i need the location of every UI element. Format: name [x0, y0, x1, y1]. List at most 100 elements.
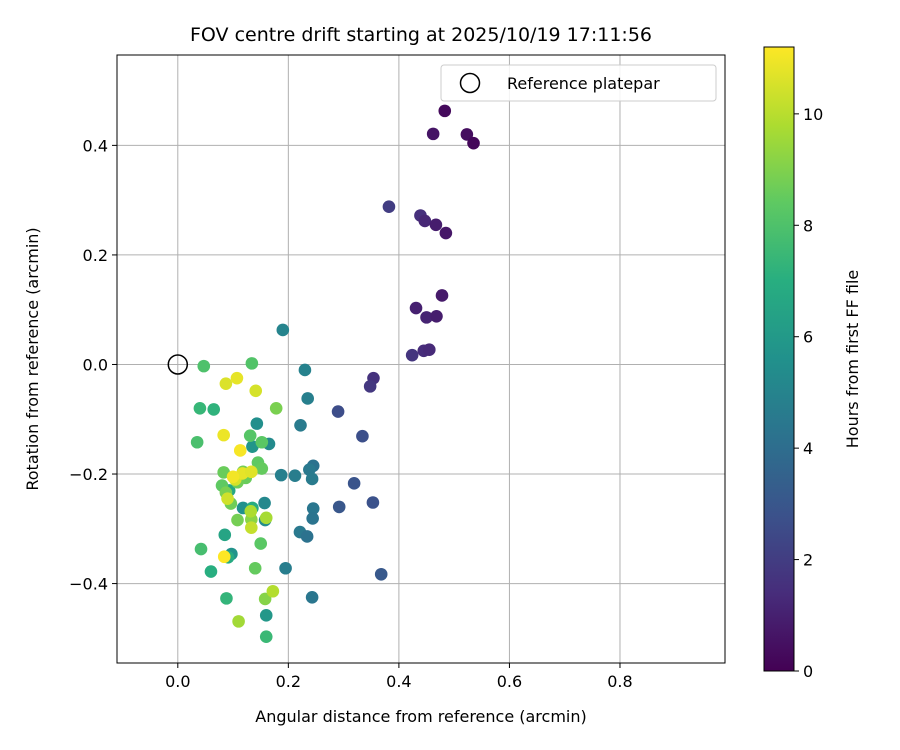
scatter-point: [274, 468, 288, 482]
scatter-point: [232, 615, 245, 628]
colorbar-label: Hours from first FF file: [843, 270, 862, 449]
scatter-point: [258, 592, 272, 606]
scatter-point: [255, 435, 269, 449]
legend-label: Reference platepar: [507, 74, 660, 93]
scatter-point: [255, 462, 269, 475]
colorbar-tick-label: 4: [803, 439, 813, 458]
scatter-point: [300, 530, 314, 543]
scatter-point: [207, 403, 221, 416]
scatter-point: [435, 289, 449, 302]
scatter-point: [276, 323, 290, 337]
colorbar-tick-label: 2: [803, 551, 813, 570]
x-axis-ticks: 0.0 0.2 0.4 0.6 0.8: [165, 663, 633, 691]
scatter-point: [258, 496, 271, 510]
scatter-point: [422, 343, 436, 356]
scatter-point: [347, 477, 361, 490]
colorbar-tick-label: 6: [803, 328, 813, 347]
scatter-point: [217, 428, 230, 442]
scatter-point: [259, 511, 273, 525]
y-axis-ticks: −0.4 −0.2 0.0 0.2 0.4: [69, 136, 117, 594]
scatter-point: [218, 528, 232, 542]
scatter-point: [217, 466, 230, 479]
scatter-point: [259, 609, 273, 622]
x-tick-label: 0.8: [607, 672, 632, 691]
reference-platepar-marker: [167, 354, 189, 375]
scatter-point: [418, 214, 432, 228]
scatter-points: [190, 104, 480, 644]
grid: [117, 55, 725, 663]
legend-box: [440, 64, 717, 102]
scatter-point: [301, 392, 314, 405]
scatter-point: [426, 127, 440, 141]
scatter-point: [250, 417, 264, 430]
colorbar-tick-label: 8: [803, 216, 813, 235]
x-axis-label: Angular distance from reference (arcmin): [255, 707, 586, 726]
scatter-point: [366, 496, 380, 509]
scatter-point: [221, 492, 234, 505]
scatter-point: [220, 592, 233, 605]
x-tick-label: 0.6: [497, 672, 522, 691]
scatter-point: [249, 384, 263, 398]
scatter-point: [219, 377, 233, 390]
scatter-point: [294, 418, 307, 432]
colorbar-frame: [763, 46, 795, 672]
axes-frame: [116, 54, 726, 664]
scatter-point: [204, 565, 218, 578]
scatter-point: [254, 537, 268, 550]
scatter-point: [420, 311, 433, 324]
colorbar-tick-label: 10: [803, 105, 823, 124]
scatter-point: [245, 521, 258, 535]
chart-title: FOV centre drift starting at 2025/10/19 …: [190, 24, 652, 46]
scatter-point: [217, 550, 231, 564]
scatter-point: [439, 226, 453, 240]
scatter-point: [298, 363, 312, 377]
scatter-point: [305, 472, 319, 486]
scatter-point: [305, 590, 319, 604]
scatter-point: [244, 504, 258, 518]
scatter-point: [331, 405, 345, 418]
y-tick-label: 0.2: [83, 246, 108, 265]
scatter-point: [288, 469, 302, 482]
scatter-point: [405, 348, 419, 362]
scatter-point: [438, 104, 452, 118]
scatter-point: [246, 440, 259, 453]
scatter-point: [248, 561, 262, 575]
scatter-point: [193, 401, 207, 415]
scatter-point: [306, 502, 320, 515]
scatter-point: [243, 429, 257, 442]
y-tick-label: −0.4: [69, 575, 108, 594]
scatter-point: [467, 136, 480, 150]
y-tick-label: 0.4: [83, 136, 108, 155]
y-tick-label: −0.2: [69, 465, 108, 484]
colorbar: 0 2 4 6 8 10 Hours from first FF file: [763, 46, 862, 681]
scatter-point: [374, 567, 388, 581]
scatter-point: [460, 128, 474, 141]
scatter-point: [245, 357, 259, 370]
plot-area: 0.0 0.2 0.4 0.6 0.8 −0.4 −0.2 0.0 0.2 0.4: [69, 54, 726, 691]
scatter-point: [429, 218, 443, 232]
scatter-point: [190, 435, 204, 449]
scatter-point: [266, 584, 280, 598]
scatter-point: [430, 309, 443, 323]
y-axis-label: Rotation from reference (arcmin): [23, 227, 42, 490]
axes-background: [117, 55, 725, 663]
scatter-point: [230, 371, 244, 385]
scatter-point: [197, 359, 211, 373]
y-tick-label: 0.0: [83, 355, 108, 374]
scatter-point: [194, 542, 208, 556]
scatter-point: [306, 512, 319, 525]
scatter-point: [269, 401, 283, 415]
colorbar-gradient: [764, 47, 794, 671]
scatter-point: [231, 513, 244, 527]
scatter-point: [233, 444, 247, 457]
scatter-point: [409, 301, 423, 315]
x-tick-label: 0.4: [386, 672, 411, 691]
legend: Reference platepar: [440, 64, 717, 102]
scatter-point: [363, 380, 377, 393]
scatter-point: [356, 429, 369, 443]
scatter-point: [226, 470, 240, 484]
scatter-point: [382, 200, 396, 214]
scatter-point: [259, 630, 273, 644]
colorbar-tick-label: 0: [803, 662, 813, 681]
